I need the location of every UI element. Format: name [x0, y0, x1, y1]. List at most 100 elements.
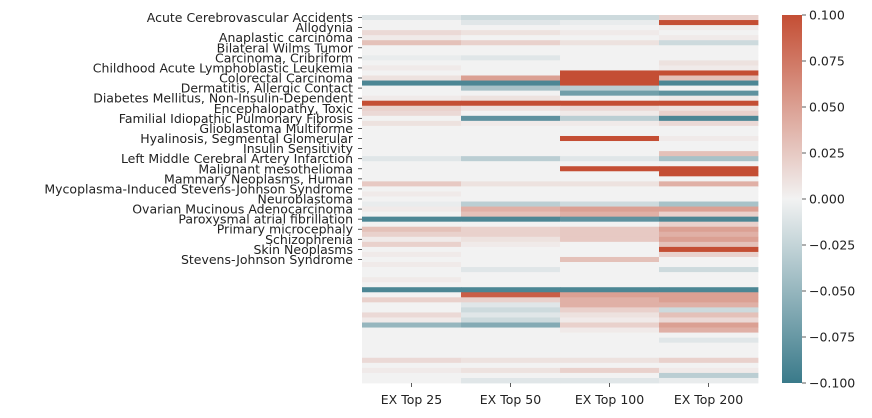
heatmap-cell [362, 70, 462, 76]
row-tick-label: Paroxysmal atrial fibrillation [178, 212, 353, 227]
heatmap-cell [659, 226, 759, 233]
heatmap-cell [560, 312, 660, 318]
heatmap-cell [560, 20, 660, 26]
heatmap-cell [461, 231, 561, 238]
heatmap-cell [560, 120, 660, 127]
heatmap-cell [362, 15, 462, 21]
colorbar-gradient [782, 15, 802, 383]
heatmap-cell [362, 287, 462, 293]
colorbar-tick-label: 0.025 [809, 146, 845, 161]
heatmap-cell [362, 50, 462, 56]
heatmap-cell [461, 110, 561, 117]
heatmap-cell [461, 70, 561, 76]
heatmap-cell [461, 120, 561, 127]
heatmap-cell [560, 246, 660, 253]
column-tick-label: EX Top 200 [674, 392, 743, 407]
row-tick-label: Glioblastoma Multiforme [199, 121, 353, 136]
heatmap-cell [362, 272, 462, 278]
heatmap-cell [362, 251, 462, 258]
heatmap-cell [560, 367, 660, 374]
heatmap-cell [461, 216, 561, 223]
heatmap-cell [659, 105, 759, 112]
heatmap-cell [362, 171, 462, 177]
heatmap-cell [560, 171, 660, 177]
heatmap-cell [560, 287, 660, 293]
heatmap-cell [659, 377, 759, 384]
heatmap-cell [560, 357, 660, 364]
heatmap-cell [461, 272, 561, 278]
heatmap-cell [560, 332, 660, 339]
heatmap-cell [362, 327, 462, 333]
row-tick-label: Familial Idiopathic Pulmonary Fibrosis [119, 111, 353, 126]
heatmap-cell [659, 40, 759, 46]
heatmap-cell [362, 166, 462, 172]
heatmap-cell [659, 251, 759, 258]
heatmap-cell [461, 151, 561, 157]
heatmap-cell [659, 191, 759, 197]
heatmap-cell [362, 367, 462, 374]
heatmap-cell [659, 55, 759, 61]
heatmap-cell [362, 20, 462, 26]
heatmap-cell [461, 367, 561, 374]
heatmap-cell [461, 352, 561, 359]
heatmap-cell [362, 75, 462, 81]
heatmap-cell [560, 206, 660, 212]
heatmap-cell [461, 246, 561, 253]
heatmap-cell [560, 282, 660, 288]
heatmap-cell [560, 211, 660, 218]
heatmap-cell [560, 130, 660, 137]
heatmap-cell [461, 80, 561, 86]
heatmap-cell [560, 176, 660, 182]
heatmap-cell [461, 50, 561, 56]
heatmap-cell [362, 95, 462, 102]
heatmap-cell [659, 272, 759, 278]
heatmap-cell [560, 15, 660, 21]
heatmap-cell [461, 135, 561, 142]
heatmap-cell [461, 115, 561, 122]
row-tick-label: Encephalopathy, Toxic [214, 101, 353, 116]
heatmap-cell [362, 312, 462, 318]
heatmap-cell [560, 95, 660, 102]
heatmap-cell [560, 35, 660, 41]
heatmap-cell [362, 362, 462, 369]
heatmap-cell [659, 60, 759, 66]
heatmap-cell [659, 347, 759, 354]
heatmap-cell [362, 342, 462, 349]
row-tick-label: Ovarian Mucinous Adenocarcinoma [132, 202, 353, 217]
heatmap-cell [362, 156, 462, 162]
heatmap-cell [560, 186, 660, 192]
heatmap-cell [659, 372, 759, 379]
heatmap-cell [461, 20, 561, 26]
heatmap-cell [659, 292, 759, 298]
heatmap-cell [362, 40, 462, 46]
row-tick-label: Childhood Acute Lymphoblastic Leukemia [93, 60, 353, 75]
heatmap-cell [461, 25, 561, 31]
heatmap-cell [560, 347, 660, 354]
heatmap-cell [659, 50, 759, 56]
heatmap-cell [461, 322, 561, 328]
row-tick-label: Schizophrenia [265, 232, 353, 247]
heatmap-cell [461, 196, 561, 202]
heatmap-cell [560, 307, 660, 313]
row-tick-label: Insulin Sensitivity [243, 141, 354, 156]
heatmap-cell [560, 70, 660, 76]
heatmap-cell [461, 45, 561, 51]
heatmap-cell [461, 125, 561, 132]
column-tick-label: EX Top 50 [480, 392, 541, 407]
heatmap-cell [362, 302, 462, 308]
heatmap-cell [461, 332, 561, 339]
heatmap-cell [560, 156, 660, 162]
heatmap-cell [659, 85, 759, 92]
heatmap-cell [560, 377, 660, 384]
heatmap-cell [362, 176, 462, 182]
heatmap-cell [560, 65, 660, 71]
row-tick-label: Bilateral Wilms Tumor [217, 40, 354, 55]
heatmap-cell [362, 226, 462, 233]
heatmap-cell [659, 125, 759, 132]
heatmap-cell [659, 196, 759, 202]
heatmap-cell [560, 322, 660, 328]
heatmap-cell [362, 332, 462, 339]
heatmap-cell [560, 110, 660, 117]
heatmap-cell [659, 362, 759, 369]
heatmap-cell [461, 342, 561, 349]
